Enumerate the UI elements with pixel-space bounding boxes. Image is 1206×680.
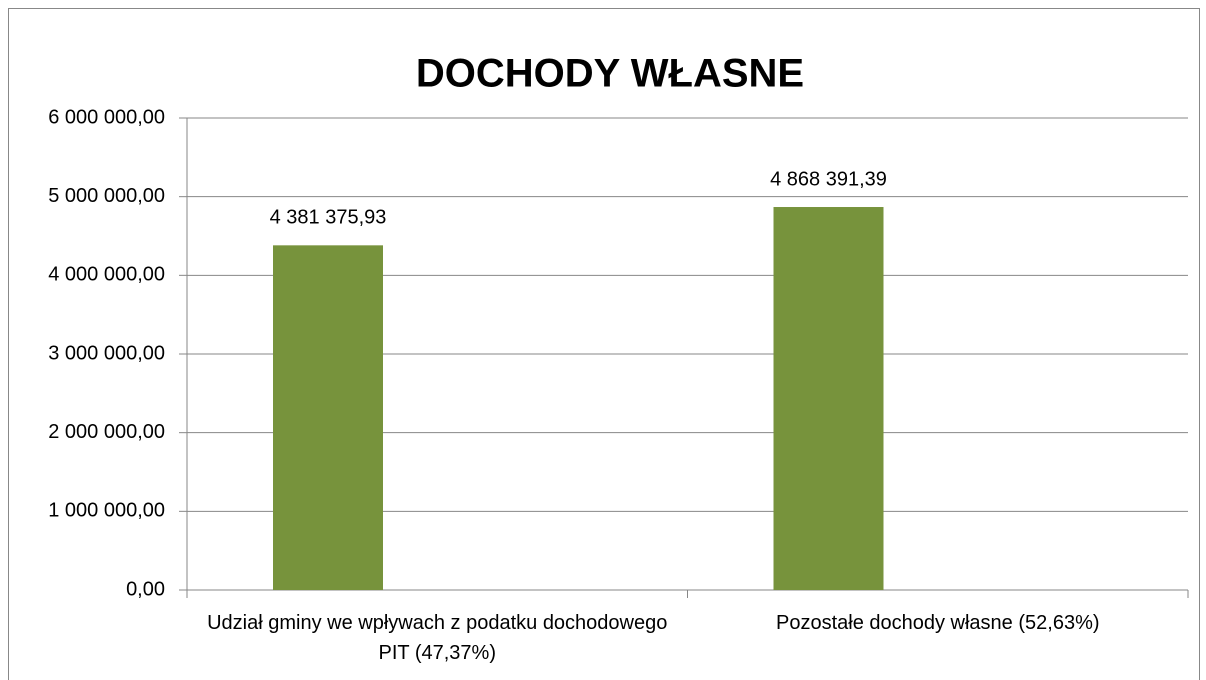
y-tick-label: 1 000 000,00 xyxy=(48,500,165,522)
data-label: 4 381 375,93 xyxy=(270,207,387,229)
y-tick-label: 4 000 000,00 xyxy=(48,264,165,286)
x-tick-label: Pozostałe dochody własne (52,63%) xyxy=(775,612,1100,634)
data-label: 4 868 391,39 xyxy=(770,168,887,190)
y-tick-label: 6 000 000,00 xyxy=(48,106,165,128)
bar xyxy=(773,207,884,590)
y-tick-label: 5 000 000,00 xyxy=(48,185,165,207)
chart-title: DOCHODY WŁASNE xyxy=(416,52,804,96)
y-tick-label: 3 000 000,00 xyxy=(48,342,165,364)
y-tick-label: 0,00 xyxy=(126,578,165,600)
y-tick-label: 2 000 000,00 xyxy=(48,421,165,443)
x-tick-label: Udział gminy we wpływach z podatku docho… xyxy=(207,612,668,664)
chart-frame xyxy=(8,8,1200,680)
bar xyxy=(273,245,383,590)
